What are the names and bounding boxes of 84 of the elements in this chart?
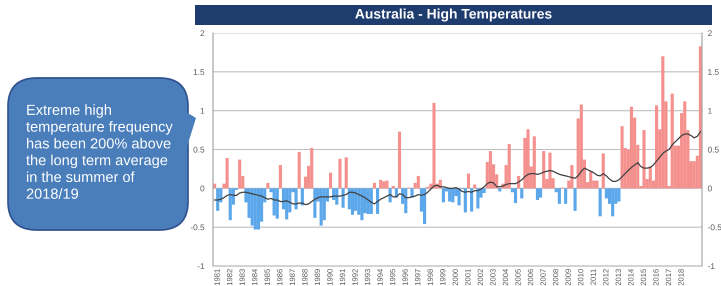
bar xyxy=(338,158,342,188)
bar xyxy=(278,165,282,188)
bar xyxy=(366,188,370,214)
bar xyxy=(404,188,408,214)
bar xyxy=(448,188,452,202)
bar xyxy=(285,188,288,220)
bar xyxy=(256,188,260,230)
bar xyxy=(539,188,542,198)
bar xyxy=(442,188,445,202)
bar xyxy=(238,160,242,188)
bar xyxy=(598,188,602,216)
bar xyxy=(228,188,232,220)
bar xyxy=(370,188,373,214)
bar xyxy=(580,104,583,188)
bar xyxy=(473,184,476,188)
bar xyxy=(542,151,546,188)
y-tick-label: -0.5 xyxy=(190,224,204,230)
bar xyxy=(423,188,426,224)
bar xyxy=(360,188,364,220)
bar xyxy=(620,126,624,188)
bar xyxy=(451,188,454,202)
bar xyxy=(589,171,592,188)
bar xyxy=(611,188,614,216)
bar xyxy=(654,105,658,188)
bar xyxy=(526,129,530,188)
bar xyxy=(683,101,686,188)
bar xyxy=(342,188,345,208)
bar xyxy=(508,144,511,188)
bar xyxy=(379,180,382,188)
y-tick-label: 1.5 xyxy=(194,69,204,75)
bar xyxy=(573,188,577,211)
bar xyxy=(514,188,518,204)
bar xyxy=(276,188,279,219)
bar xyxy=(520,188,524,198)
bar xyxy=(344,157,348,188)
bar xyxy=(272,188,276,216)
y2-tick-label: 0.5 xyxy=(708,146,719,153)
y2-tick-label: 0 xyxy=(708,186,712,192)
y-tick-label: 0.5 xyxy=(193,146,204,153)
bar xyxy=(372,182,376,188)
bar xyxy=(216,188,220,211)
y2-tick-label: -1 xyxy=(708,263,715,270)
bar xyxy=(310,148,314,188)
bar xyxy=(320,188,323,226)
bar xyxy=(416,176,420,188)
bar xyxy=(254,188,257,230)
bar xyxy=(226,158,229,188)
bar xyxy=(498,188,502,192)
bar xyxy=(602,153,605,188)
bar xyxy=(432,102,436,188)
bar xyxy=(266,182,270,188)
bar xyxy=(464,188,467,212)
bar xyxy=(648,166,652,188)
bar xyxy=(617,188,620,202)
bar xyxy=(398,132,402,188)
bar xyxy=(250,188,254,226)
bar xyxy=(630,106,634,188)
bar xyxy=(354,188,358,211)
bar xyxy=(328,172,332,188)
y-tick-label: 1 xyxy=(200,108,204,114)
chart-title: Australia - High Temperatures xyxy=(355,8,552,22)
bar xyxy=(488,151,492,188)
line-series xyxy=(214,131,702,206)
bar xyxy=(536,188,539,200)
bar xyxy=(466,174,470,188)
text: Extreme high temperature frequency has been 200% above the long term average in the summer of 2018/19 xyxy=(26,104,173,199)
bar xyxy=(532,136,536,188)
y2-tick-label: 2 xyxy=(708,30,712,36)
bar xyxy=(558,188,561,204)
bar xyxy=(564,188,568,204)
bar xyxy=(642,130,646,188)
bar xyxy=(298,152,301,188)
y-tick-label: 0 xyxy=(200,186,204,192)
bar xyxy=(570,165,574,188)
y-tick-label: 2 xyxy=(200,30,204,36)
y2-tick-label: 1 xyxy=(708,108,712,114)
bar xyxy=(595,180,599,188)
bar xyxy=(670,94,674,188)
bar xyxy=(548,152,552,188)
bar xyxy=(385,180,389,188)
y-tick-label: -1 xyxy=(198,263,204,270)
y2-tick-label: 1.5 xyxy=(708,69,719,75)
bar xyxy=(661,56,664,188)
bar xyxy=(313,188,316,218)
